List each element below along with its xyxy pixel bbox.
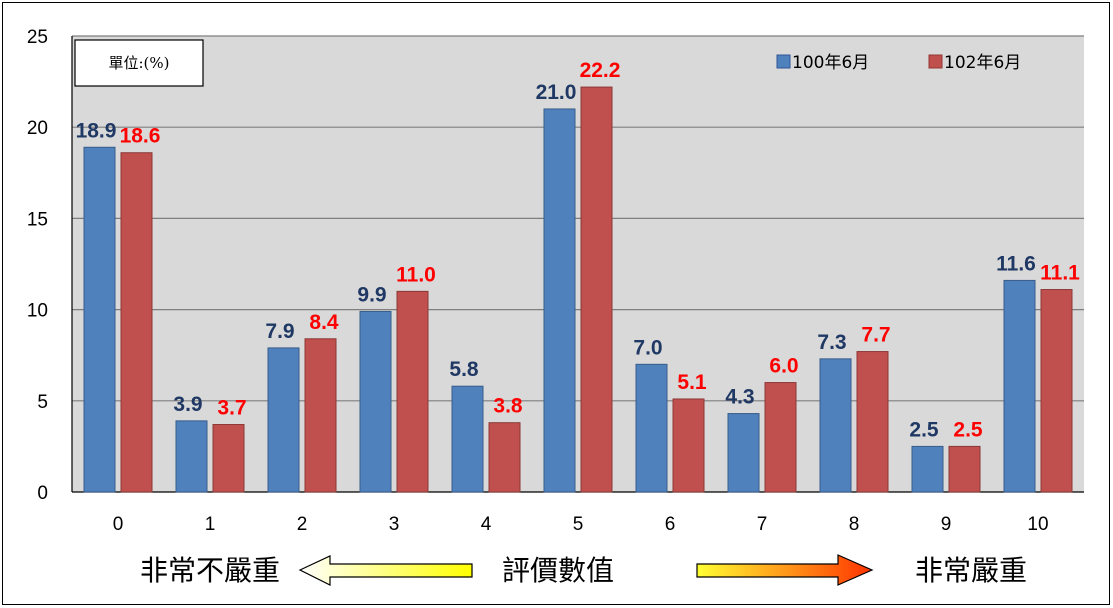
x-tick-label: 7 (757, 514, 768, 535)
bar-series-1 (1003, 279, 1036, 493)
legend-swatch-series-2 (928, 54, 943, 69)
bar-series-1 (83, 146, 116, 493)
y-axis: 0 5 10 15 20 25 (27, 27, 1084, 504)
plot-area (72, 36, 1084, 492)
bar-series-2 (396, 290, 429, 493)
legend-label-series-2: 102年6月 (944, 53, 1021, 73)
data-label-series-1: 2.5 (909, 418, 939, 441)
x-tick-label: 1 (205, 514, 216, 535)
footer: 非常不嚴重 評價數值 非常嚴重 (140, 554, 1027, 587)
bar-series-1 (911, 445, 944, 493)
data-label-series-1: 18.9 (76, 119, 117, 142)
data-label-series-1: 11.6 (996, 252, 1036, 275)
x-tick-label: 10 (1027, 514, 1048, 535)
bar-series-1 (727, 413, 760, 493)
unit-label: 單位:(%) (108, 54, 169, 72)
arrow-left-icon (298, 555, 473, 586)
y-tick-label: 25 (27, 27, 48, 48)
y-tick-label: 0 (37, 483, 48, 504)
legend-swatch-series-1 (776, 54, 791, 69)
x-tick-label: 3 (389, 514, 400, 535)
data-label-series-1: 4.3 (725, 386, 754, 409)
bar-series-1 (635, 363, 668, 493)
bar-series-2 (212, 424, 245, 493)
footer-right-text: 非常嚴重 (915, 554, 1027, 587)
bar-series-1 (359, 310, 392, 493)
x-tick-label: 2 (297, 514, 308, 535)
x-tick-label: 6 (665, 514, 676, 535)
y-tick-label: 10 (27, 301, 48, 322)
bar-series-1 (451, 385, 484, 493)
y-tick-label: 5 (37, 392, 48, 413)
bar-series-2 (580, 86, 613, 493)
x-axis: 0 1 2 3 4 5 6 7 8 9 10 (113, 514, 1049, 535)
bar-series-2 (672, 398, 705, 493)
x-tick-label: 4 (481, 514, 492, 535)
data-label-series-1: 9.9 (357, 283, 386, 306)
data-label-series-2: 11.1 (1040, 262, 1080, 285)
data-label-series-2: 22.2 (580, 59, 621, 82)
data-label-series-2: 18.6 (120, 125, 161, 148)
unit-box: 單位:(%) (74, 39, 204, 87)
data-label-series-2: 2.5 (953, 418, 983, 441)
data-label-series-2: 6.0 (769, 355, 798, 378)
data-label-series-2: 8.4 (309, 311, 339, 334)
bar-series-2 (764, 382, 797, 493)
data-label-series-2: 3.7 (217, 397, 246, 420)
x-tick-label: 0 (113, 514, 124, 535)
bar-series-2 (856, 351, 889, 493)
y-tick-label: 20 (27, 118, 48, 139)
bar-series-1 (175, 420, 208, 493)
bar-series-1 (543, 108, 576, 493)
data-labels: 18.9 3.9 7.9 9.9 5.8 21.0 7.0 4.3 7.3 2.5 11.6 18.6… (76, 59, 1081, 441)
data-label-series-2: 7.7 (861, 324, 890, 347)
data-label-series-1: 5.8 (449, 358, 479, 381)
x-tick-label: 9 (941, 514, 952, 535)
x-tick-label: 8 (849, 514, 860, 535)
data-label-series-1: 7.0 (633, 336, 662, 359)
data-label-series-2: 3.8 (493, 395, 523, 418)
data-label-series-1: 7.3 (817, 331, 846, 354)
y-tick-label: 15 (27, 209, 48, 230)
footer-left-text: 非常不嚴重 (140, 554, 280, 587)
legend: 100年6月 102年6月 (776, 53, 1021, 73)
legend-label-series-1: 100年6月 (792, 53, 869, 73)
data-label-series-2: 5.1 (677, 371, 707, 394)
data-label-series-1: 3.9 (173, 393, 202, 416)
x-tick-label: 5 (573, 514, 584, 535)
bar-series-1 (819, 358, 852, 493)
bar-series-1 (267, 347, 300, 493)
bar-series-2 (304, 338, 337, 493)
footer-center-text: 評價數值 (502, 554, 614, 587)
arrow-right-icon (696, 554, 874, 586)
bar-series-2 (948, 445, 981, 493)
bar-series-2 (1040, 289, 1073, 493)
data-label-series-2: 11.0 (396, 263, 436, 286)
data-label-series-1: 7.9 (265, 320, 294, 343)
gridlines (72, 35, 1084, 402)
bars (83, 86, 1073, 493)
bar-series-2 (488, 422, 521, 493)
data-label-series-1: 21.0 (536, 81, 577, 104)
bar-series-2 (120, 152, 153, 493)
